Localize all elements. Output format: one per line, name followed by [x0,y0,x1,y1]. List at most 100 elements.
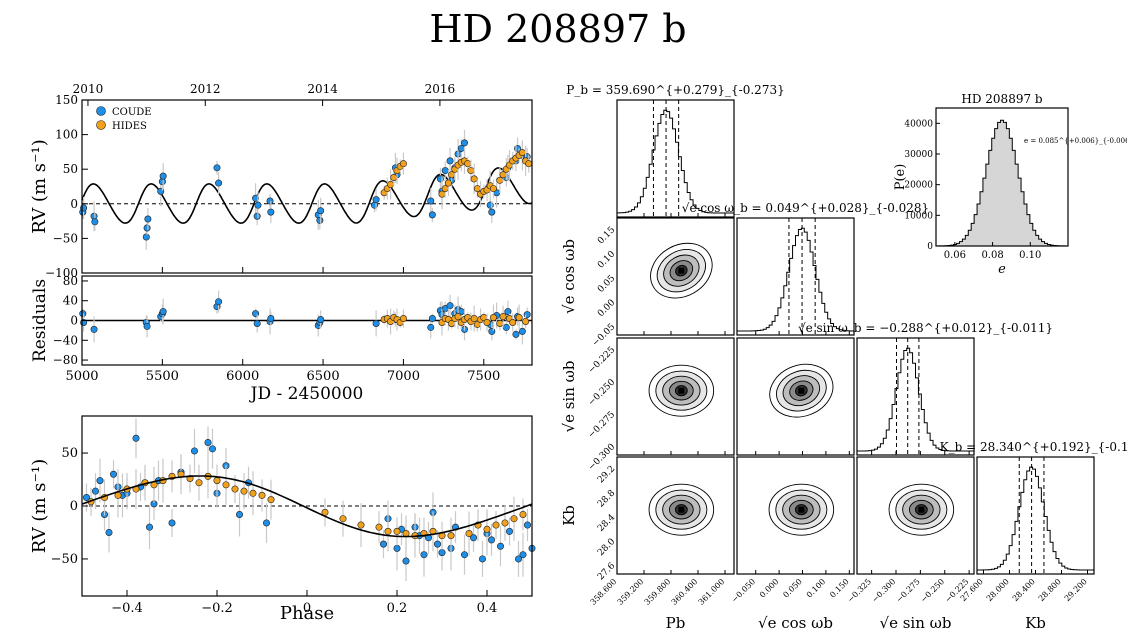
coude-point [519,551,527,559]
x-tick-label: 0.08 [981,250,1003,261]
coude-point [252,310,260,318]
coude-point [132,434,140,442]
corner-panel: K_b = 28.340^{+0.192}_{-0.189} [940,440,1127,575]
coude-point [317,207,325,215]
x-tick-label: 359.800 [643,577,673,607]
x-axis-label: Phase [280,603,334,624]
x-tick-label: −0.2 [201,601,233,616]
coude-point [191,447,199,455]
coude-point [146,523,154,531]
corner-panel: P_b = 359.690^{+0.279}_{-0.273} [566,83,785,218]
coude-point [204,438,212,446]
corner-panel [616,456,735,575]
corner-frame [616,217,735,336]
coude-point [143,322,151,330]
hides-point [470,175,478,183]
figure-title: HD 208897 b [429,7,686,51]
hides-point [501,519,509,527]
coude-point [504,308,512,316]
x-tick-label: −0.325 [846,577,873,604]
hides-point [249,489,257,497]
y-tick-label: 0 [927,242,933,252]
hides-point [489,185,497,193]
rv-time-frame [81,99,533,274]
coude-point [159,308,167,316]
coude-point [505,527,513,535]
y-tick-label: 50 [61,446,78,461]
y-tick-label: 0 [70,314,78,328]
x-tick-label: −0.300 [870,577,897,604]
hides-point [489,314,497,322]
legend-marker [96,106,106,116]
hides-point [515,314,523,322]
x-tick-label: 5000 [65,369,98,384]
histogram-steps [616,109,735,217]
hides-point [496,319,504,327]
coude-point [379,540,387,548]
y-tick-label: −0.275 [587,410,618,441]
hides-point [393,527,401,535]
hides-point [470,315,478,323]
y-tick-label: 0.15 [596,225,617,246]
param-stat-title: √e sin ω_b = −0.288^{+0.012}_{-0.011} [798,321,1053,335]
corner-frame [856,456,975,575]
coude-point [478,555,486,563]
coude-point [372,319,380,327]
x-axis-label: e [998,262,1006,277]
x-tick-label: 5500 [146,369,179,384]
coude-point [460,139,468,147]
coude-point [142,233,150,241]
top-tick-label: 2014 [307,82,338,96]
coude-point [266,197,274,205]
param-stat-title: P_b = 359.690^{+0.279}_{-0.273} [566,83,784,97]
x-axis-label: Kb [1025,614,1046,632]
eccentricity-histogram: 0 10000 20000 30000 40000 0.06 0.08 0.10 HD 2088… [893,92,1127,277]
coude-point [372,196,380,204]
x-tick-label: 360.400 [670,577,700,607]
top-tick-label: 2016 [425,82,456,96]
coude-point [496,542,504,550]
coude-point [168,519,176,527]
y-tick-label: 30000 [904,150,933,160]
coude-point [110,470,118,478]
y-tick-label: 20000 [904,181,933,191]
y-tick-label: −80 [53,353,78,367]
legend: COUDE HIDES [96,106,152,132]
rv-phase-panel: −50 0 50 −0.4 −0.2 0 0.2 0.4 RV (m s⁻¹) Phase [29,415,536,624]
coude-point [438,549,446,557]
hides-point [387,180,395,188]
density-peak [678,506,685,513]
x-tick-label: 0 [303,601,311,616]
ecc-histogram [935,119,1069,247]
coude-point [317,316,325,324]
x-tick-label: 0.2 [387,601,408,616]
coude-point [512,330,520,338]
hides-point [510,515,518,523]
corner-panel [616,337,735,456]
y-axis-label: Kb [560,505,578,526]
coude-point [460,551,468,559]
corner-frame [856,337,975,456]
model-curve [81,167,533,224]
histogram-steps [856,347,975,455]
corner-panel [856,456,975,575]
coude-point [262,519,270,527]
coude-point [427,323,435,331]
hides-point [339,515,347,523]
hides-point [399,160,407,168]
param-stat-title: √e cos ω_b = 0.049^{+0.028}_{-0.028} [682,201,929,215]
coude-point [253,319,261,327]
coude-point [83,494,91,502]
x-tick-label: 7500 [467,369,500,384]
hides-point [444,179,452,187]
y-tick-label: −100 [45,266,78,280]
coude-point [215,298,223,306]
hides-point [465,530,473,538]
hides-point [483,318,491,326]
coude-point [469,534,477,542]
y-tick-label: 50 [63,162,78,176]
y-tick-label: −40 [53,333,78,347]
